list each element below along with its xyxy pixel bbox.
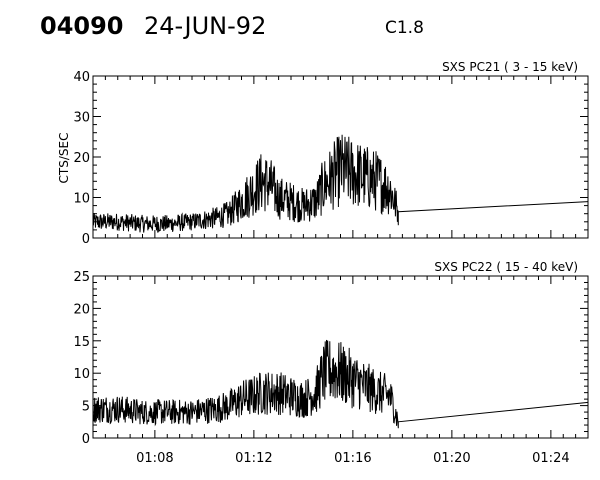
- x-tick-label: 01:12: [235, 451, 272, 466]
- y-tick-label: 10: [73, 192, 90, 207]
- series-line: [92, 134, 589, 233]
- series-line: [92, 339, 589, 429]
- x-tick-label: 01:08: [136, 451, 173, 466]
- chart-panel-pc21: SXS PC21 ( 3 - 15 keV) CTS/SEC 0 10 20 30 40: [57, 60, 589, 247]
- chart-panel-pc22: SXS PC22 ( 15 - 40 keV) 0 5 10 15 20 25 01:08…: [73, 260, 589, 466]
- y-tick-label: 0: [82, 232, 90, 247]
- chart-title: SXS PC21 ( 3 - 15 keV): [442, 60, 578, 74]
- x-tick-label: 01:20: [433, 451, 470, 466]
- y-ticks: 0 5 10 15 20 25: [73, 270, 588, 447]
- x-ticks: [92, 76, 589, 238]
- y-ticks: 0 10 20 30 40: [73, 70, 588, 247]
- y-tick-label: 30: [73, 111, 90, 126]
- y-tick-label: 0: [82, 432, 90, 447]
- x-tick-label: 01:16: [334, 451, 371, 466]
- chart-title: SXS PC22 ( 15 - 40 keV): [434, 260, 578, 274]
- x-ticks: [92, 276, 589, 438]
- flare-class: C1.8: [385, 18, 424, 38]
- y-tick-label: 5: [82, 400, 90, 415]
- y-tick-label: 15: [73, 335, 90, 350]
- y-tick-label: 20: [73, 302, 90, 317]
- y-tick-label: 20: [73, 151, 90, 166]
- x-tick-labels: 01:08 01:12 01:16 01:20 01:24: [136, 451, 569, 466]
- x-tick-label: 01:24: [532, 451, 569, 466]
- y-tick-label: 40: [73, 70, 90, 85]
- y-tick-label: 25: [73, 270, 90, 285]
- event-id: 04090: [40, 12, 124, 40]
- y-tick-label: 10: [73, 367, 90, 382]
- event-date: 24-JUN-92: [144, 12, 267, 40]
- y-axis-label: CTS/SEC: [57, 133, 71, 184]
